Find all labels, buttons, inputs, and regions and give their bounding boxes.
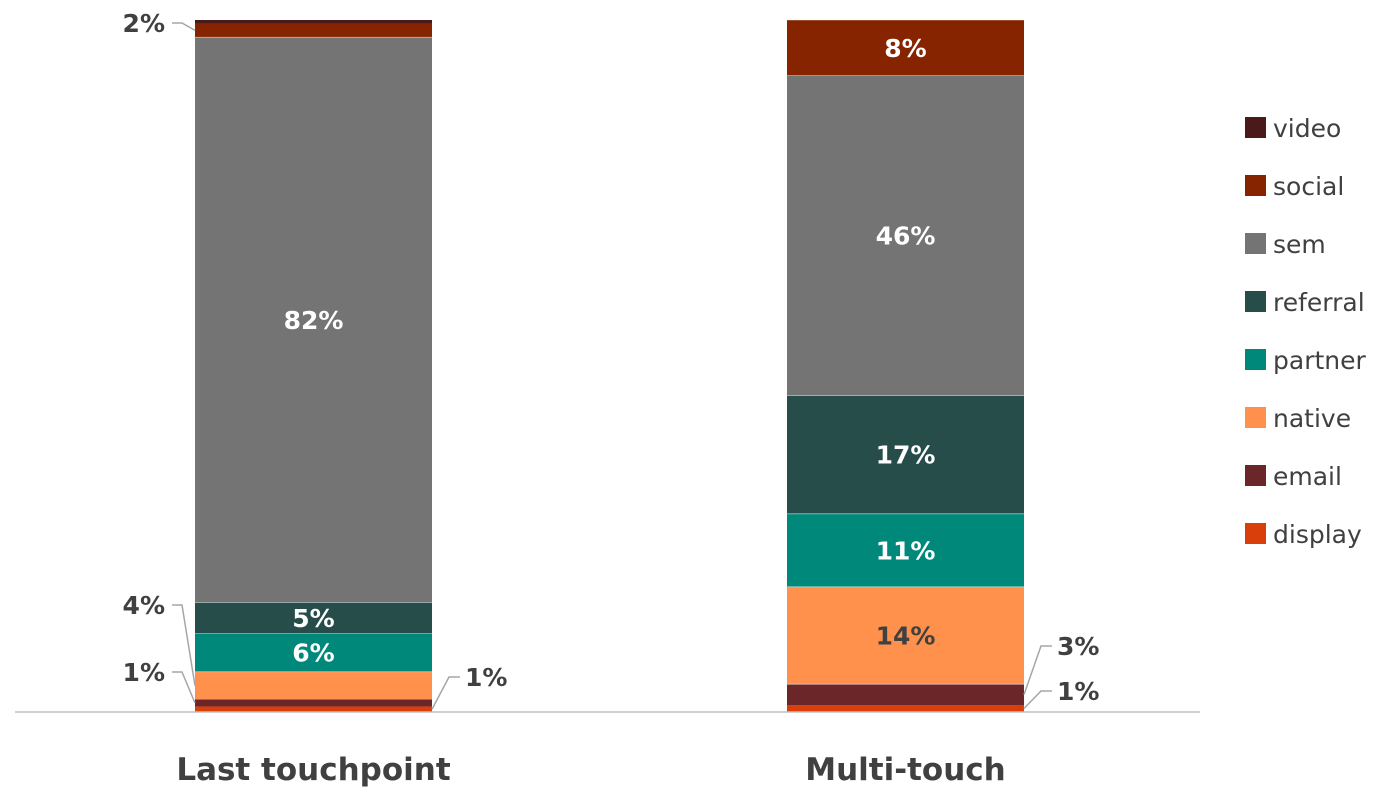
outside-label-display: 1% [465,663,507,692]
data-label-partner: 6% [292,639,334,668]
legend-swatch-partner [1245,349,1266,370]
bar-partner-last-touchpoint [195,633,432,672]
outside-label-display: 1% [1057,677,1099,706]
bar-referral-multi-touch [787,395,1024,514]
category-labels: Last touchpoint Multi-touch [176,752,1005,787]
legend-swatch-video [1245,117,1266,138]
legend-label-social: social [1273,172,1344,201]
data-label-partner: 11% [876,536,936,565]
category-label: Multi-touch [805,752,1006,787]
bar-social-last-touchpoint [195,23,432,38]
data-label-native: 14% [876,621,936,650]
outside-label-social: 2% [123,9,165,38]
outside-label-email: 3% [1057,632,1099,661]
leader-line [172,604,196,686]
legend-label-native: native [1273,404,1351,433]
legend-swatch-sem [1245,233,1266,254]
leader-line [1023,690,1052,710]
labels-layer: 6% 5% 82% 14% 11% 17% 46% 8% 2% 4% 1% 1% 3% 1% [123,9,1100,706]
data-label-sem: 46% [876,222,936,251]
legend-label-referral: referral [1273,288,1365,317]
bar-display-last-touchpoint [195,706,432,712]
data-label-referral: 17% [876,441,936,470]
leader-line [1023,645,1052,695]
legend-swatch-native [1245,407,1266,428]
legend-label-partner: partner [1273,346,1366,375]
outside-label-native: 4% [123,591,165,620]
bar-video-last-touchpoint [195,20,432,24]
bar-social-multi-touch [787,20,1024,76]
leader-line [172,22,196,32]
category-label: Last touchpoint [176,752,451,787]
outside-label-email: 1% [123,658,165,687]
leader-line [172,671,196,704]
leader-lines-layer [172,22,1052,710]
legend-swatch-referral [1245,291,1266,312]
legend-swatch-social [1245,175,1266,196]
legend-label-display: display [1273,520,1362,549]
bar-referral-last-touchpoint [195,602,432,634]
data-label-social: 8% [884,34,926,63]
data-label-sem: 82% [284,306,344,335]
legend-label-email: email [1273,462,1342,491]
bar-native-multi-touch [787,586,1024,685]
data-label-referral: 5% [292,604,334,633]
bar-display-multi-touch [787,705,1024,712]
bar-native-last-touchpoint [195,671,432,700]
leader-line [431,676,460,710]
bar-email-last-touchpoint [195,699,432,707]
legend-swatch-email [1245,465,1266,486]
bars-layer [195,19,1024,712]
bar-partner-multi-touch [787,513,1024,587]
legend: video social sem referral partner native email… [1245,114,1366,549]
legend-swatch-display [1245,523,1266,544]
legend-label-sem: sem [1273,230,1326,259]
legend-label-video: video [1273,114,1341,143]
bar-email-multi-touch [787,684,1024,706]
bar-sem-last-touchpoint [195,37,432,603]
bar-sem-multi-touch [787,75,1024,396]
